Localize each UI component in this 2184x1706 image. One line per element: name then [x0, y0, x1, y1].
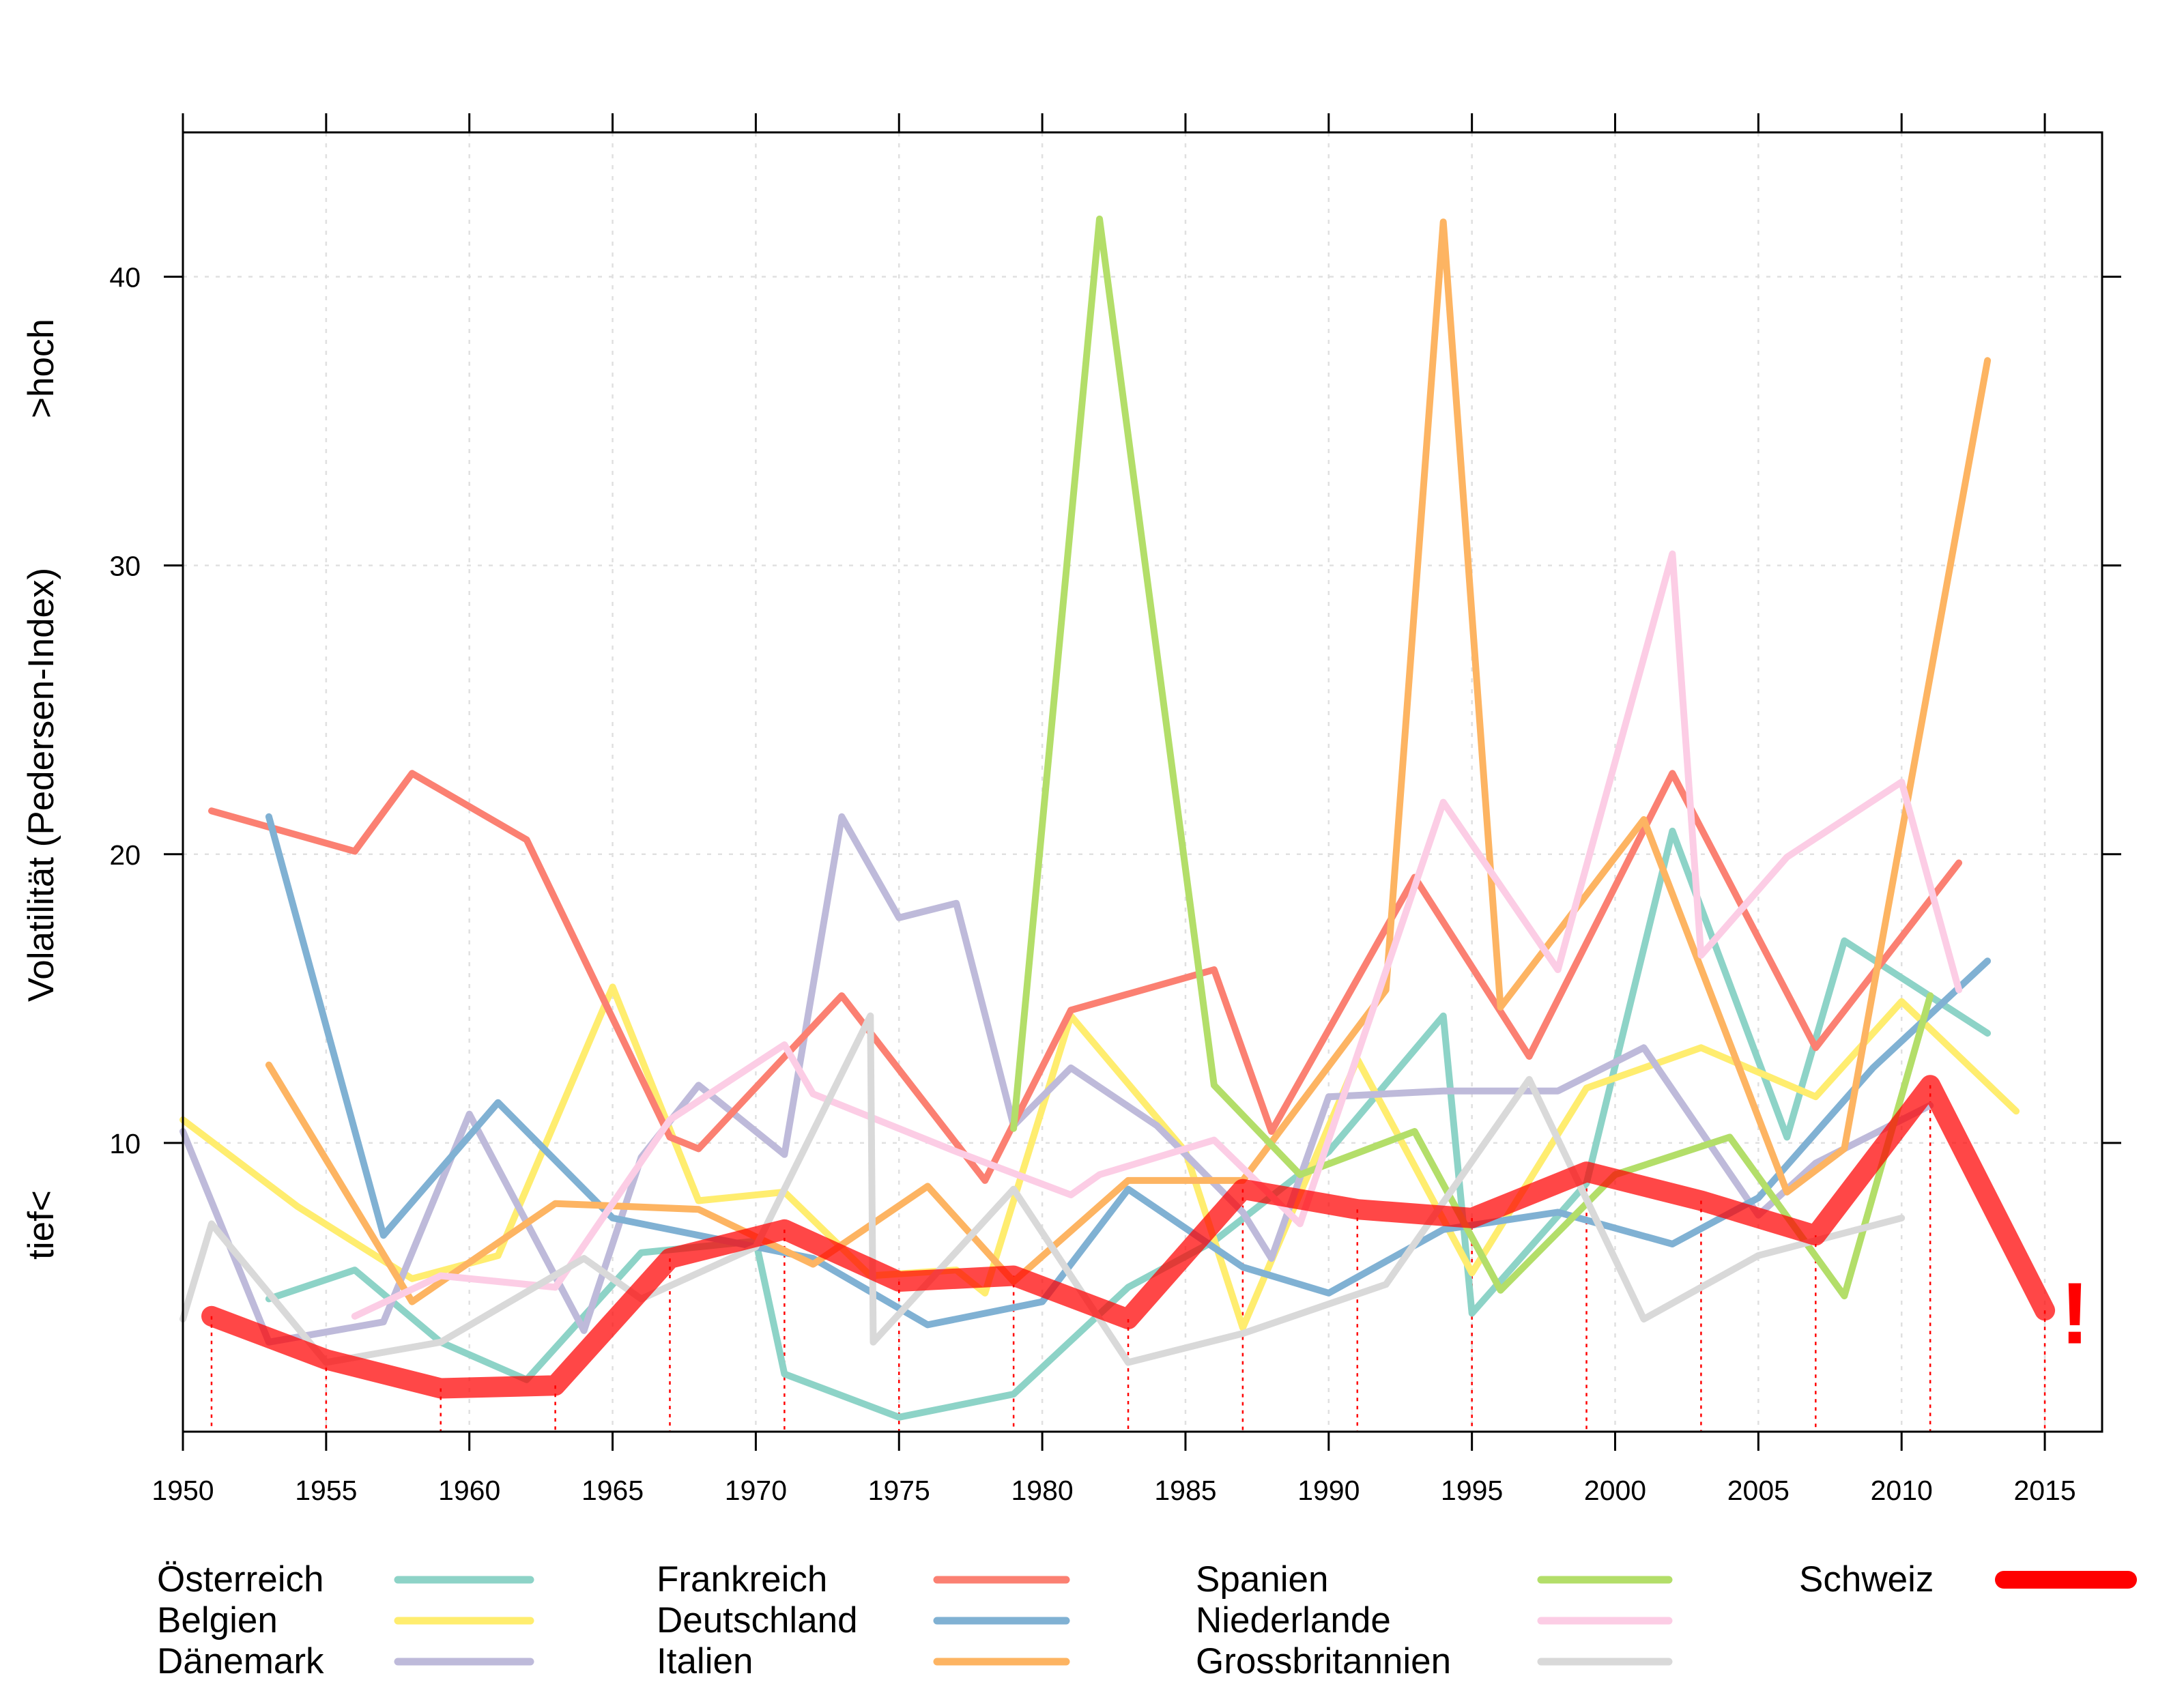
- y-tick-label: 30: [109, 551, 141, 582]
- x-tick-label: 2000: [1584, 1475, 1646, 1506]
- series-line-italien: [265, 218, 1992, 1305]
- series-line-schweiz: [201, 1075, 2056, 1399]
- y-axis-label-high: >hoch: [21, 319, 61, 418]
- x-tick-label: 1995: [1441, 1475, 1503, 1506]
- legend-label-schweiz: Schweiz: [1799, 1559, 1934, 1600]
- series-line-frankreich: [208, 770, 1963, 1184]
- x-tick-label: 2015: [2013, 1475, 2075, 1506]
- series-line-daenemark: [179, 813, 1934, 1346]
- x-tick-label: 1970: [725, 1475, 787, 1506]
- legend-label-grossbritannien: Grossbritannien: [1196, 1641, 1451, 1681]
- x-tick-label: 1950: [152, 1475, 214, 1506]
- x-tick-label: 1965: [581, 1475, 644, 1506]
- x-axis: 1950 1955 1960 1965 1970 1975 1980 1985 1990 1995…: [152, 113, 2076, 1506]
- x-tick-label: 1985: [1154, 1475, 1216, 1506]
- y-tick-label: 20: [109, 839, 141, 871]
- legend-label-oesterreich: Österreich: [157, 1559, 324, 1600]
- x-tick-label: 1960: [438, 1475, 500, 1506]
- y-tick-label: 10: [109, 1128, 141, 1159]
- y-axis-label-low: tief<: [21, 1190, 61, 1260]
- legend-label-frankreich: Frankreich: [657, 1559, 827, 1600]
- x-tick-label: 2005: [1727, 1475, 1790, 1506]
- y-tick-label: 40: [109, 262, 141, 293]
- legend-label-niederlande: Niederlande: [1196, 1600, 1391, 1640]
- series-lines: [179, 215, 2056, 1421]
- legend-label-deutschland: Deutschland: [657, 1600, 858, 1640]
- x-tick-label: 2010: [1871, 1475, 1933, 1506]
- schweiz-exclamation-annotation: !: [2060, 1264, 2090, 1362]
- plot-frame: [182, 131, 2103, 1433]
- series-line-niederlande: [351, 550, 1963, 1320]
- y-axis-label: Volatilität (Pedersen-Index): [21, 568, 61, 1002]
- legend-label-italien: Italien: [657, 1641, 753, 1681]
- legend-label-belgien: Belgien: [157, 1600, 278, 1640]
- schweiz-drop-lines: [210, 1085, 2046, 1432]
- x-tick-label: 1980: [1011, 1475, 1073, 1506]
- series-line-deutschland: [265, 813, 1992, 1329]
- y-axis: 10 20 30 40: [109, 262, 2121, 1159]
- x-tick-label: 1955: [295, 1475, 357, 1506]
- x-tick-label: 1990: [1297, 1475, 1360, 1506]
- legend-label-daenemark: Dänemark: [157, 1641, 324, 1681]
- legend-label-spanien: Spanien: [1196, 1559, 1329, 1600]
- x-tick-label: 1975: [868, 1475, 930, 1506]
- series-line-grossbritannien: [179, 1012, 1906, 1366]
